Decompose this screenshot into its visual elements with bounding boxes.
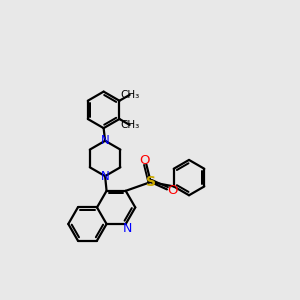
Text: S: S bbox=[146, 175, 156, 189]
Text: CH₃: CH₃ bbox=[120, 120, 139, 130]
Text: N: N bbox=[101, 169, 110, 183]
Text: CH₃: CH₃ bbox=[120, 90, 139, 100]
Text: N: N bbox=[101, 134, 110, 147]
Text: O: O bbox=[140, 154, 150, 167]
Text: O: O bbox=[167, 184, 178, 197]
Text: N: N bbox=[123, 222, 132, 235]
